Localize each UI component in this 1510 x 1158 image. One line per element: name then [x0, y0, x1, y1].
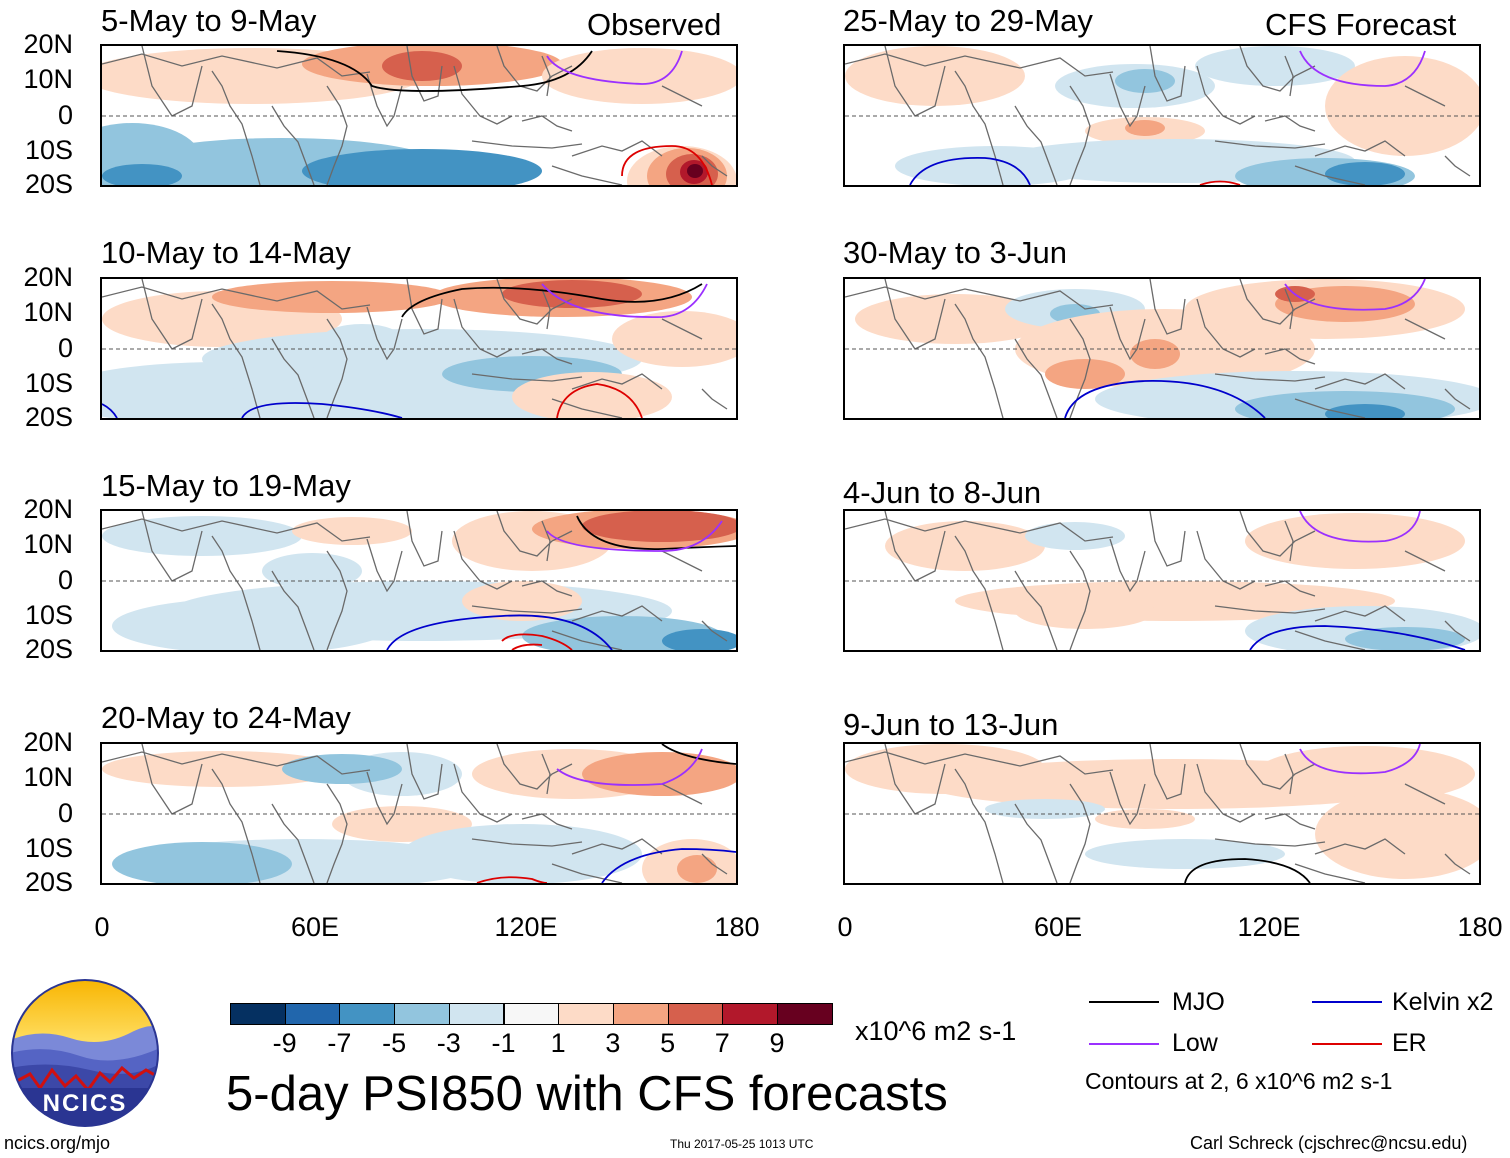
- panel-title-1: 5-May to 9-May: [101, 3, 317, 38]
- lat-tick-10s-row4: 10S: [24, 833, 73, 863]
- legend-low-line: [1089, 1043, 1159, 1045]
- colorbar-swatch: [339, 1003, 396, 1025]
- colorbar-tick-label: 1: [550, 1028, 566, 1058]
- lat-tick-0-row3: 0: [57, 565, 73, 595]
- lat-tick-20s-row2: 20S: [24, 402, 73, 432]
- panel-title-4: 20-May to 24-May: [101, 700, 351, 735]
- lat-tick-10s-row3: 10S: [24, 600, 73, 630]
- map-panel-8: [843, 742, 1481, 885]
- panel-title-7: 4-Jun to 8-Jun: [843, 475, 1042, 510]
- lat-tick-10n-row4: 10N: [23, 762, 73, 792]
- lat-tick-10n-row1: 10N: [23, 64, 73, 94]
- colorbar-units: x10^6 m2 s-1: [855, 1016, 1017, 1046]
- lon-tick-180-right: 180: [1457, 912, 1503, 942]
- lat-tick-20n-row3: 20N: [23, 494, 73, 524]
- lat-tick-20s-row3: 20S: [24, 634, 73, 664]
- colorbar-tick-label: -3: [436, 1028, 461, 1058]
- panel-title-8: 9-Jun to 13-Jun: [843, 707, 1059, 742]
- footer-timestamp: Thu 2017-05-25 1013 UTC: [670, 1137, 814, 1151]
- lat-tick-20n-row1: 20N: [23, 29, 73, 59]
- observed-tag: Observed: [587, 7, 722, 42]
- colorbar-tick-label: 3: [605, 1028, 621, 1058]
- lat-tick-20n-row2: 20N: [23, 262, 73, 292]
- main-title: 5-day PSI850 with CFS forecasts: [226, 1067, 948, 1121]
- lon-tick-0-right: 0: [837, 912, 853, 942]
- lon-tick-120e-left: 120E: [494, 912, 558, 942]
- lat-tick-10n-row2: 10N: [23, 297, 73, 327]
- colorbar-tick-label: 9: [769, 1028, 785, 1058]
- map-panel-7: [843, 509, 1481, 652]
- map-panel-3: [100, 509, 738, 652]
- legend-er-label: ER: [1392, 1029, 1427, 1057]
- panel-title-6: 30-May to 3-Jun: [843, 235, 1067, 270]
- forecast-tag: CFS Forecast: [1265, 7, 1457, 42]
- lon-tick-60e-right: 60E: [1033, 912, 1083, 942]
- map-panel-1: [100, 44, 738, 187]
- colorbar-swatch: [558, 1003, 614, 1025]
- colorbar-swatch: [230, 1003, 286, 1025]
- panel-title-5: 25-May to 29-May: [843, 3, 1093, 38]
- colorbar-tick-label: -5: [382, 1028, 407, 1058]
- lon-tick-0-left: 0: [94, 912, 110, 942]
- map-panel-5: [843, 44, 1481, 187]
- panel-title-3: 15-May to 19-May: [101, 468, 351, 503]
- colorbar-swatch: [777, 1003, 833, 1025]
- legend-kelvin-line: [1312, 1001, 1382, 1003]
- colorbar-tick-label: 7: [714, 1028, 730, 1058]
- lat-tick-0-row1: 0: [57, 100, 73, 130]
- footer-url[interactable]: ncics.org/mjo: [4, 1133, 111, 1153]
- legend-low-label: Low: [1172, 1029, 1218, 1057]
- lat-tick-20n-row4: 20N: [23, 727, 73, 757]
- map-panel-2: [100, 277, 738, 420]
- footer-credit: Carl Schreck (cjschrec@ncsu.edu): [1190, 1133, 1468, 1153]
- lat-tick-20s-row1: 20S: [24, 169, 73, 199]
- colorbar-tick-label: -7: [327, 1028, 352, 1058]
- lat-tick-10n-row3: 10N: [23, 529, 73, 559]
- colorbar-swatch: [612, 1003, 669, 1025]
- colorbar-swatch: [394, 1003, 450, 1025]
- lat-tick-10s-row2: 10S: [24, 368, 73, 398]
- ncics-logo: NCICS: [10, 978, 160, 1128]
- contours-note: Contours at 2, 6 x10^6 m2 s-1: [1085, 1068, 1393, 1094]
- logo-text: NCICS: [42, 1090, 128, 1117]
- panel-title-2: 10-May to 14-May: [101, 235, 351, 270]
- lat-tick-10s-row1: 10S: [24, 135, 73, 165]
- lon-tick-60e-left: 60E: [290, 912, 340, 942]
- map-panel-6: [843, 277, 1481, 420]
- colorbar-tick-label: 5: [660, 1028, 676, 1058]
- colorbar-swatch: [503, 1003, 560, 1025]
- colorbar-swatch: [284, 1003, 341, 1025]
- lon-tick-120e-right: 120E: [1237, 912, 1301, 942]
- lat-tick-0-row2: 0: [57, 333, 73, 363]
- legend-kelvin-label: Kelvin x2: [1392, 988, 1494, 1016]
- colorbar-swatch: [722, 1003, 778, 1025]
- colorbar-swatch: [448, 1003, 505, 1025]
- lon-tick-180-left: 180: [714, 912, 760, 942]
- legend-mjo-label: MJO: [1172, 988, 1225, 1016]
- colorbar-swatch: [667, 1003, 724, 1025]
- colorbar-tick-label: -1: [491, 1028, 516, 1058]
- legend-er-line: [1312, 1043, 1382, 1045]
- lat-tick-20s-row4: 20S: [24, 867, 73, 897]
- map-panel-4: [100, 742, 738, 885]
- colorbar-tick-label: -9: [272, 1028, 297, 1058]
- legend-mjo-line: [1089, 1001, 1159, 1003]
- lat-tick-0-row4: 0: [57, 798, 73, 828]
